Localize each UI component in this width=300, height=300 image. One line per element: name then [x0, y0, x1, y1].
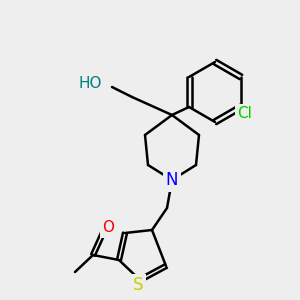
Text: O: O — [102, 220, 114, 236]
Text: Cl: Cl — [238, 106, 252, 122]
Text: S: S — [133, 276, 143, 294]
Text: HO: HO — [79, 76, 102, 92]
Text: N: N — [166, 171, 178, 189]
